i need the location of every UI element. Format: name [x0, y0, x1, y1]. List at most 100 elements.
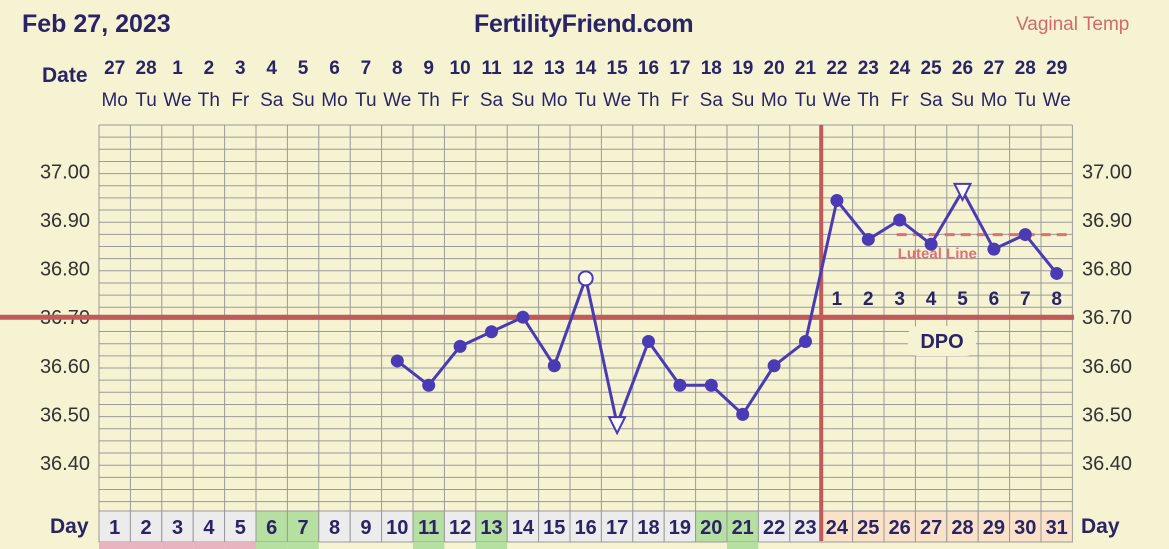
weekday-label: Mo: [321, 90, 347, 111]
day-cell: [381, 510, 414, 543]
date-label: 11: [481, 58, 502, 79]
chart-date: Feb 27, 2023: [22, 10, 171, 38]
weekday-label: Tu: [355, 90, 376, 111]
dpo-number: 3: [894, 289, 905, 310]
temperature-point: [736, 407, 750, 421]
day-cell: [1040, 510, 1073, 543]
weekday-label: Mo: [761, 90, 787, 111]
weekday-label: Su: [951, 90, 974, 111]
weekday-label: Fr: [231, 90, 250, 111]
day-number: 14: [512, 517, 535, 539]
date-label: 3: [235, 58, 246, 79]
date-label: 18: [701, 58, 722, 79]
weekday-label: We: [383, 90, 411, 111]
day-cell: [569, 510, 602, 543]
y-tick-label-right: 37.00: [1082, 161, 1132, 183]
temp-type-label: Vaginal Temp: [1016, 14, 1130, 35]
dpo-number: 8: [1051, 289, 1062, 310]
weekday-label: Th: [418, 90, 440, 111]
date-label: 21: [795, 58, 817, 79]
day-number: 7: [298, 517, 309, 539]
date-label: 9: [423, 58, 434, 79]
date-label: 22: [826, 58, 847, 79]
date-label: 12: [512, 58, 533, 79]
dpo-number: 5: [957, 289, 968, 310]
date-label: 6: [329, 58, 340, 79]
date-label: 5: [298, 58, 309, 79]
day-cell: [789, 510, 822, 543]
day-number: 9: [360, 517, 371, 539]
date-label: 8: [392, 58, 403, 79]
date-label: 28: [136, 58, 157, 79]
day-number: 15: [543, 517, 565, 539]
bottom-strip-cell: [727, 542, 759, 549]
date-label: 27: [104, 58, 125, 79]
temperature-point-triangle: [607, 416, 627, 436]
day-number: 6: [266, 517, 277, 539]
day-number: 16: [575, 517, 597, 539]
temperature-point: [924, 237, 938, 251]
day-cell: [98, 510, 131, 543]
day-cell: [600, 510, 634, 543]
y-tick-label-right: 36.60: [1082, 356, 1132, 378]
temperature-point: [830, 194, 844, 208]
weekday-label: Su: [731, 90, 754, 111]
day-cell: [820, 510, 854, 543]
day-number: 17: [606, 517, 628, 539]
date-label: 1: [172, 58, 183, 79]
weekday-label: Fr: [891, 90, 910, 111]
y-tick-label-left: 36.50: [40, 404, 90, 426]
temperature-point: [453, 339, 467, 353]
weekday-label: Tu: [575, 90, 596, 111]
weekday-label: Fr: [671, 90, 690, 111]
day-number: 1: [109, 517, 120, 539]
weekday-label: We: [603, 90, 631, 111]
bottom-strip-cell: [99, 542, 131, 549]
dpo-label: DPO: [920, 331, 963, 353]
site-title[interactable]: FertilityFriend.com: [474, 10, 694, 38]
temperature-point: [861, 232, 875, 246]
day-cell: [977, 510, 1011, 543]
day-row-label-left: Day: [50, 515, 89, 538]
day-number: 19: [669, 517, 691, 539]
date-label: 16: [638, 58, 659, 79]
date-label: 26: [952, 58, 973, 79]
temperature-line: [396, 189, 1058, 426]
weekday-label: Sa: [260, 90, 284, 111]
date-label: 13: [544, 58, 565, 79]
temperature-point: [893, 213, 907, 227]
day-cell: [224, 510, 257, 543]
weekday-label: We: [163, 90, 191, 111]
date-label: 7: [361, 58, 372, 79]
y-tick-label-left: 36.40: [40, 453, 90, 475]
dpo-number: 1: [832, 289, 843, 310]
temperature-point: [767, 359, 781, 373]
day-number: 5: [235, 517, 246, 539]
bottom-strip-cell: [256, 542, 288, 549]
weekday-label: Th: [857, 90, 879, 111]
temperature-point: [704, 378, 718, 392]
day-number: 12: [449, 517, 471, 539]
day-cell: [1009, 510, 1042, 543]
weekday-label: Tu: [1015, 90, 1036, 111]
date-label: 19: [732, 58, 753, 79]
date-label: 20: [764, 58, 785, 79]
day-number: 21: [732, 517, 754, 539]
day-cell: [255, 510, 288, 543]
temperature-point: [1050, 266, 1064, 280]
date-label: 4: [266, 58, 277, 79]
dpo-label-bg: [908, 326, 976, 356]
weekday-label: Su: [291, 90, 314, 111]
day-number: 18: [637, 517, 659, 539]
day-number: 10: [386, 517, 408, 539]
day-cell: [632, 510, 665, 543]
dpo-number: 6: [989, 289, 1000, 310]
bottom-strip-cell: [287, 542, 319, 549]
dpo-number: 2: [863, 289, 874, 310]
day-cell: [506, 510, 540, 543]
weekday-label: Sa: [480, 90, 504, 111]
weekday-label: We: [823, 90, 851, 111]
day-cell: [914, 510, 948, 543]
date-label: 17: [669, 58, 690, 79]
weekday-label: Tu: [135, 90, 156, 111]
